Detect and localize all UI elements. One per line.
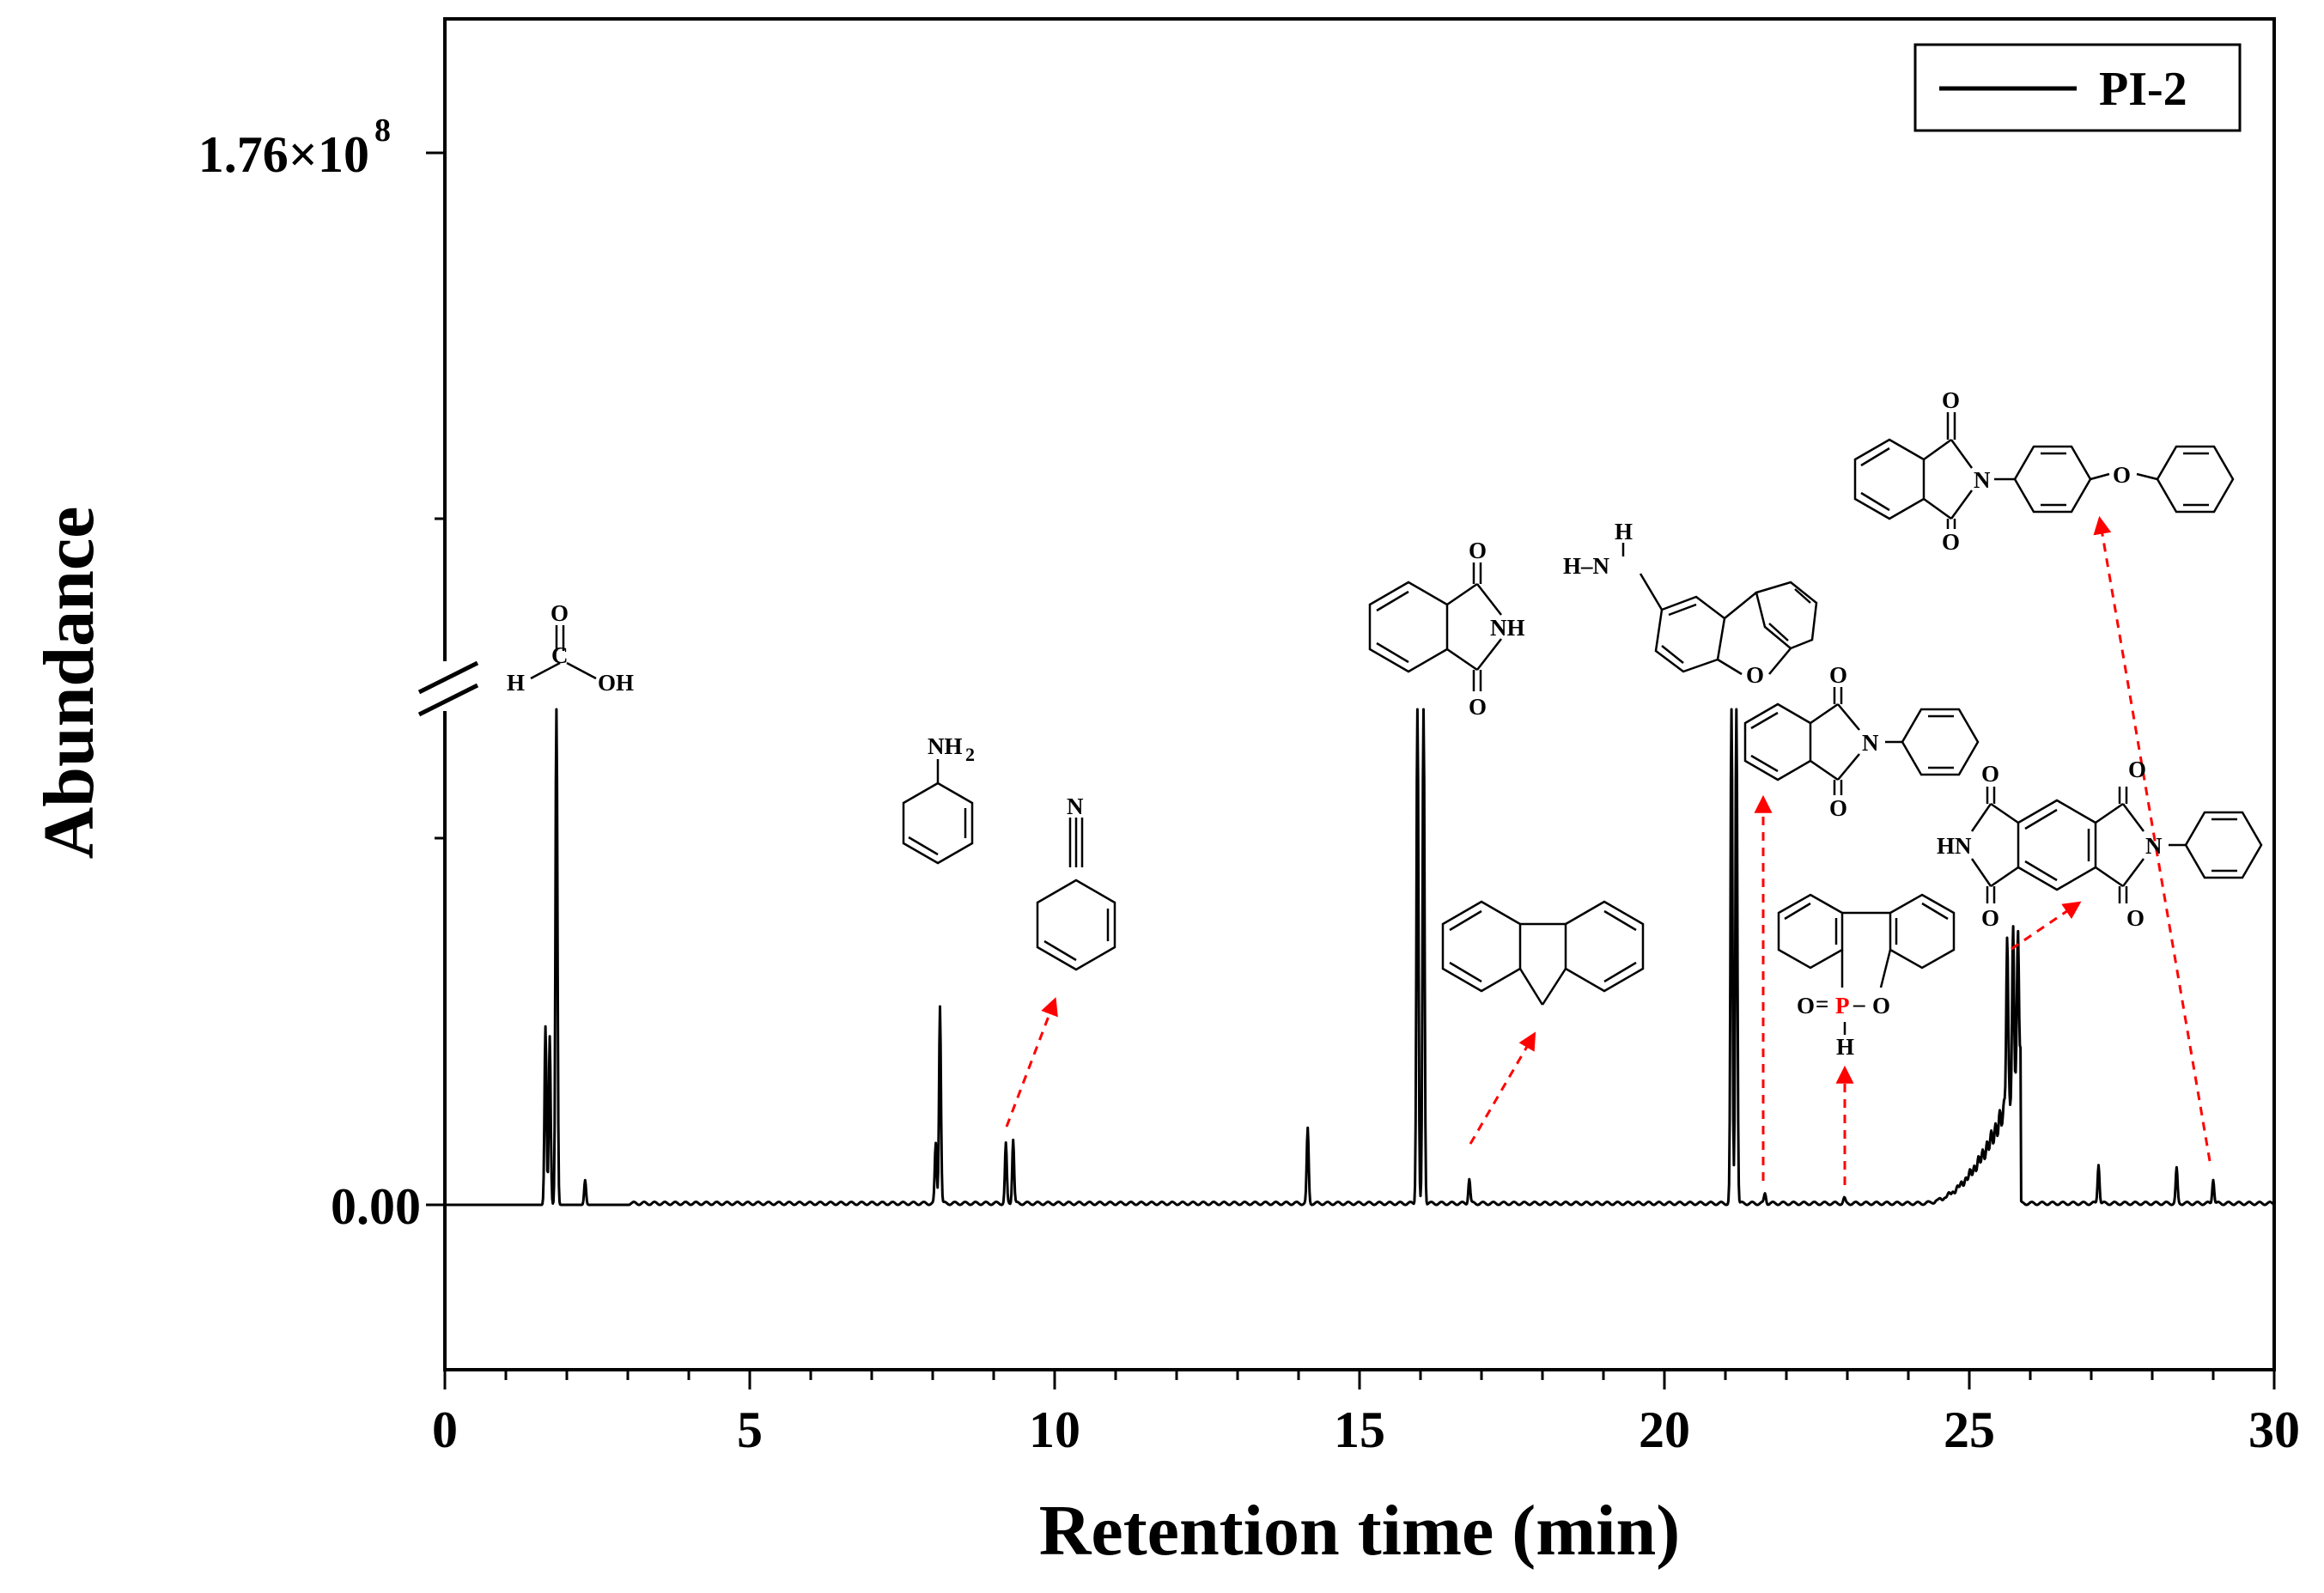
plot-frame — [443, 17, 2276, 1371]
y-axis-title: Abundance — [29, 507, 109, 860]
x-tick-label: 30 — [2248, 1401, 2300, 1458]
structure-aniline — [902, 759, 974, 865]
structure-formic-acid — [530, 625, 597, 680]
pyromellitic-n: N — [2145, 833, 2163, 859]
pyromellitic-o2: O — [1981, 905, 1999, 931]
x-tick-label: 0 — [432, 1401, 458, 1458]
structure-n-phenylphthalimide — [1743, 687, 1980, 795]
pyromellitic-o3: O — [2128, 757, 2146, 782]
dopo-o-ring: O — [1872, 993, 1890, 1018]
formic-acid-oh: OH — [598, 670, 634, 696]
pyromellitic-hn: HN — [1937, 833, 1972, 859]
x-axis-title: Retention time (min) — [1039, 1491, 1680, 1571]
aminodibenzofuran-h: H — [1615, 519, 1633, 544]
aminodibenzofuran-o: O — [1746, 662, 1764, 688]
structure-phthalimide — [1368, 562, 1502, 691]
y-tick-top-base: 1.76×10 — [198, 126, 369, 183]
arrow-pyromellitic-diimide — [2011, 901, 2082, 951]
axis-break-mark — [417, 660, 479, 717]
x-tick-label: 5 — [737, 1401, 763, 1458]
x-tick-label: 10 — [1029, 1401, 1080, 1458]
phenoxy-o2: O — [1942, 529, 1960, 555]
formic-acid-o: O — [551, 600, 569, 626]
arrow-benzonitrile — [1005, 997, 1058, 1128]
legend-label-pi-2: PI-2 — [2099, 63, 2187, 116]
structure-fluorene — [1441, 900, 1645, 1006]
series-line-pi-2 — [444, 708, 2275, 1207]
phenoxy-n: N — [1974, 467, 1991, 493]
phthalimide-nh: NH — [1490, 615, 1525, 641]
phthalimide-o2: O — [1469, 694, 1487, 720]
aniline-sub2: 2 — [965, 744, 975, 765]
y-tick-label-top: 1.76×10 — [198, 126, 369, 183]
arrow-phthalimide-phenoxyphenyl — [2093, 515, 2211, 1162]
structure-pyromellitic-diimide — [1970, 787, 2263, 903]
formic-acid-c: C — [551, 642, 569, 668]
y-axis-ticks — [426, 151, 445, 1207]
structure-dopo — [1777, 893, 1956, 1035]
structure-phthalimide-phenoxyphenyl — [1853, 412, 2235, 529]
dopo-dash: – — [1853, 991, 1865, 1017]
dopo-o-left: O — [1797, 993, 1815, 1018]
annotation-arrows — [1005, 515, 2211, 1185]
aminodibenzofuran-hn: H–N — [1563, 553, 1610, 579]
x-tick-label: 20 — [1639, 1401, 1690, 1458]
pyromellitic-o1: O — [1981, 761, 1999, 787]
pyromellitic-o4: O — [2126, 905, 2145, 931]
dopo-h: H — [1836, 1034, 1854, 1060]
structure-benzonitrile — [1036, 818, 1116, 971]
x-axis-ticks — [443, 1370, 2276, 1389]
n-phenylphthalimide-o2: O — [1829, 795, 1847, 821]
legend: PI-2 — [1913, 43, 2242, 132]
n-phenylphthalimide-n: N — [1862, 730, 1879, 756]
aniline-nh: NH — [928, 733, 963, 759]
arrow-fluorene — [1469, 1031, 1536, 1145]
x-axis-tick-labels: 0 5 10 15 20 25 30 — [432, 1401, 2300, 1458]
x-tick-label: 15 — [1334, 1401, 1385, 1458]
x-tick-label: 25 — [1944, 1401, 1995, 1458]
dopo-eq: = — [1816, 991, 1828, 1017]
dopo-p: P — [1835, 993, 1850, 1018]
n-phenylphthalimide-o1: O — [1829, 662, 1847, 688]
y-tick-label-top-exponent: 8 — [374, 112, 391, 149]
phenoxy-o-ether: O — [2113, 462, 2131, 488]
y-tick-label-zero: 0.00 — [331, 1178, 421, 1235]
phenoxy-o1: O — [1942, 387, 1960, 413]
formic-acid-h: H — [507, 670, 525, 696]
structure-aminodibenzofuran — [1621, 543, 1818, 676]
phthalimide-o1: O — [1469, 538, 1487, 563]
benzonitrile-n: N — [1067, 793, 1084, 819]
